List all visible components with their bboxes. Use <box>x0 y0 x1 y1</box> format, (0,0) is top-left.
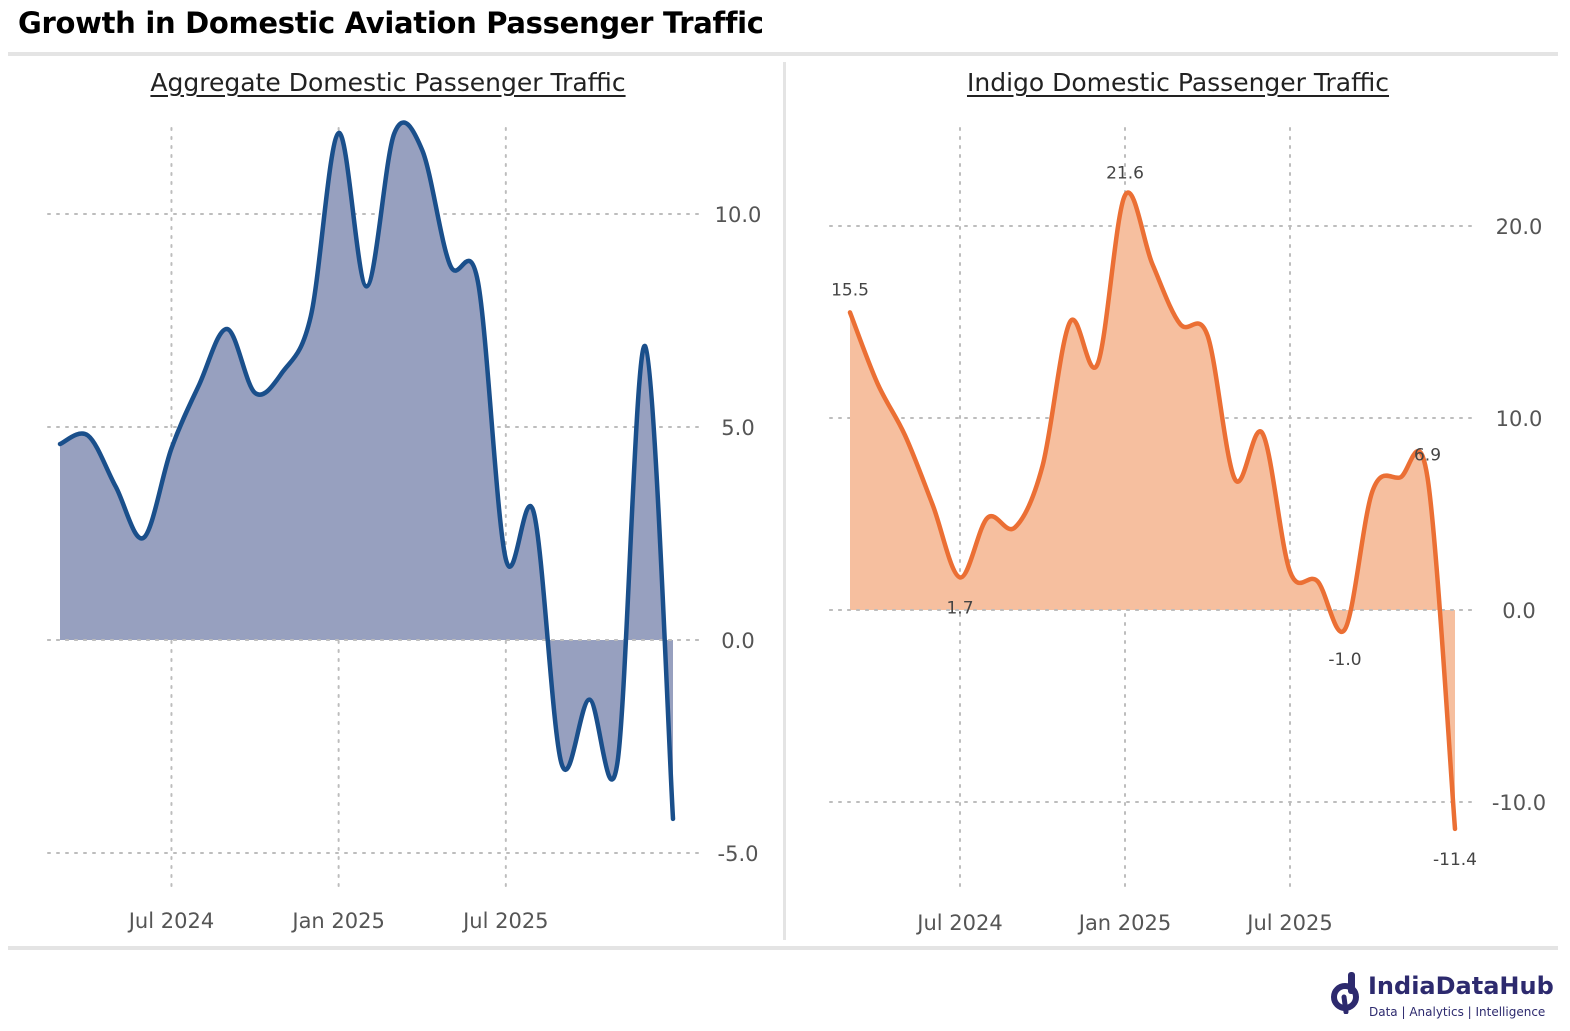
y-tick-label: 5.0 <box>721 416 754 440</box>
bottom-rule <box>8 946 1558 950</box>
aggregate-chart: 10.0 5.0 0.0 -5.0 Jul 2024 Jan 2025 Jul 2025 <box>47 120 762 933</box>
x-tick-label: Jul 2025 <box>461 909 548 933</box>
series-line <box>847 190 1458 832</box>
y-tick-label: 10.0 <box>715 203 762 227</box>
y-tick-label: 10.0 <box>1496 407 1543 431</box>
data-label: 15.5 <box>831 280 869 300</box>
brand-footer: IndiaDataHub Data | Analytics | Intellig… <box>1328 968 1560 1024</box>
data-label: 21.6 <box>1106 163 1144 183</box>
y-tick-label: -10.0 <box>1492 791 1546 815</box>
indigo-chart: 20.0 10.0 0.0 -10.0 Jul 2024 Jan 2025 Jul 2025… <box>829 127 1546 935</box>
brand-name: IndiaDataHub <box>1368 972 1554 1000</box>
right-chart-title: Indigo Domestic Passenger Traffic <box>966 68 1390 97</box>
x-tick-label: Jan 2025 <box>1077 911 1172 935</box>
y-tick-label: 0.0 <box>721 629 754 653</box>
top-rule <box>8 52 1558 56</box>
series-area <box>60 122 673 819</box>
x-tick-label: Jul 2025 <box>1245 911 1332 935</box>
y-tick-label: 0.0 <box>1502 599 1535 623</box>
x-tick-label: Jul 2024 <box>915 911 1002 935</box>
y-tick-label: -5.0 <box>718 842 759 866</box>
data-label: 6.9 <box>1414 446 1441 466</box>
india-data-hub-logo-icon <box>1331 972 1359 1014</box>
series-area <box>850 192 1455 829</box>
page-title: Growth in Domestic Aviation Passenger Tr… <box>18 6 764 40</box>
x-tick-label: Jan 2025 <box>290 909 385 933</box>
left-chart-title: Aggregate Domestic Passenger Traffic <box>150 68 626 97</box>
y-tick-label: 20.0 <box>1496 215 1543 239</box>
data-label: -11.4 <box>1433 850 1477 870</box>
data-label: 1.7 <box>946 598 973 618</box>
data-label: -1.0 <box>1328 650 1361 670</box>
x-tick-label: Jul 2024 <box>127 909 214 933</box>
brand-tagline: Data | Analytics | Intelligence <box>1369 1005 1546 1019</box>
panel-divider <box>783 62 786 940</box>
